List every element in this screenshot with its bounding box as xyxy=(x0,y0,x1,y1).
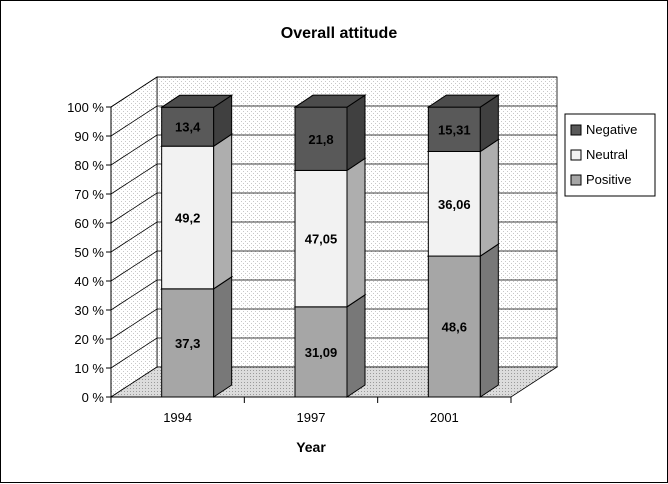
gridline xyxy=(110,308,557,340)
bar-stack: 48,6 36,06 15,31 xyxy=(426,94,500,398)
bar-stack: 37,3 49,2 13,4 xyxy=(160,94,234,398)
bar-side xyxy=(479,138,499,257)
gridline xyxy=(110,76,557,108)
legend: Negative Neutral Positive xyxy=(564,113,656,197)
bar-top xyxy=(160,94,234,108)
x-axis: 1994 1997 2001 xyxy=(110,396,512,425)
bar-side xyxy=(346,94,366,172)
data-label: 48,6 xyxy=(442,320,467,335)
y-tick-label: 10 % xyxy=(74,361,104,376)
legend-item: Negative xyxy=(570,122,637,137)
bar-side xyxy=(479,243,499,398)
bar-side xyxy=(346,293,366,398)
x-tick-label: 1997 xyxy=(297,410,326,425)
y-tick-label: 60 % xyxy=(74,216,104,231)
bar-front xyxy=(294,106,348,171)
y-tick-label: 30 % xyxy=(74,303,104,318)
bar-side xyxy=(346,157,366,308)
bar-stack: 31,09 47,05 21,8 xyxy=(293,94,367,398)
data-label: 31,09 xyxy=(305,345,338,360)
bar-segment: 48,6 xyxy=(426,243,500,398)
legend-label: Neutral xyxy=(586,147,628,162)
y-tick-label: 40 % xyxy=(74,274,104,289)
y-axis: 0 % 10 % 20 % 30 % 40 % 50 % 60 % 70 % 80 % 90 % 1… xyxy=(67,100,112,405)
data-label: 47,05 xyxy=(305,232,338,247)
bar-front xyxy=(161,106,215,147)
bar-front xyxy=(427,106,481,152)
bar-segment: 31,09 xyxy=(293,293,367,398)
legend-label: Positive xyxy=(586,172,632,187)
gridline xyxy=(110,279,557,311)
bar-side xyxy=(213,275,233,398)
y-tick-label: 70 % xyxy=(74,187,104,202)
bar-segment: 36,06 xyxy=(426,138,500,257)
y-tick-label: 20 % xyxy=(74,332,104,347)
legend-item: Positive xyxy=(570,172,632,187)
y-tick-label: 80 % xyxy=(74,158,104,173)
y-tick-label: 50 % xyxy=(74,245,104,260)
bar-front xyxy=(294,306,348,398)
bar-segment: 21,8 xyxy=(293,94,367,172)
bar-segment: 15,31 xyxy=(426,94,500,153)
data-label: 36,06 xyxy=(438,197,471,212)
x-tick-label: 2001 xyxy=(430,410,459,425)
legend-item: Neutral xyxy=(570,147,628,162)
data-label: 49,2 xyxy=(175,210,200,225)
bar-segment: 13,4 xyxy=(160,94,234,148)
bar-side xyxy=(213,133,233,290)
gridline xyxy=(110,250,557,282)
bar-top xyxy=(293,94,367,108)
y-tick-label: 90 % xyxy=(74,129,104,144)
gridline xyxy=(110,134,557,166)
y-tick-label: 100 % xyxy=(67,100,104,115)
bar-segment: 37,3 xyxy=(160,275,234,398)
chart-title: Overall attitude xyxy=(281,25,398,42)
bar-segment: 49,2 xyxy=(160,133,234,290)
gridline xyxy=(110,105,557,137)
gridline xyxy=(110,163,557,195)
bar-segment: 47,05 xyxy=(293,157,367,308)
x-axis-title: Year xyxy=(296,439,326,455)
bar-front xyxy=(427,150,481,257)
bar-stacks: 37,3 49,2 13,4 31,09 47,05 21,8 48,6 36,06 15,31 xyxy=(160,94,500,398)
bar-top xyxy=(426,94,500,108)
data-label: 15,31 xyxy=(438,122,471,137)
y-tick-label: 0 % xyxy=(82,390,105,405)
bar-front xyxy=(294,169,348,308)
gridline xyxy=(110,337,557,369)
x-tick-label: 1994 xyxy=(163,410,192,425)
gridline xyxy=(110,221,557,253)
legend-swatch xyxy=(570,149,582,161)
gridline xyxy=(110,192,557,224)
data-label: 37,3 xyxy=(175,336,200,351)
data-label: 21,8 xyxy=(308,132,333,147)
data-label: 13,4 xyxy=(175,120,201,135)
legend-swatch xyxy=(570,124,582,136)
legend-label: Negative xyxy=(586,122,637,137)
legend-swatch xyxy=(570,174,582,186)
